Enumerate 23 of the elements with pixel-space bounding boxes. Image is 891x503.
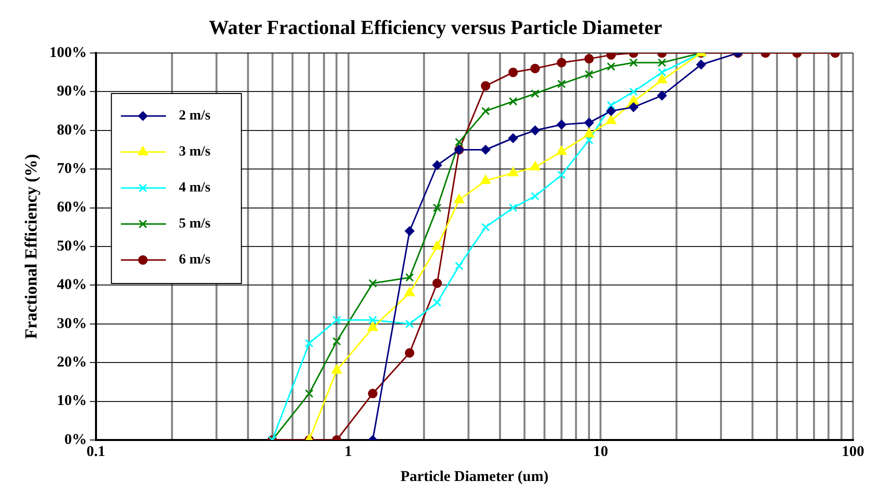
legend-label: 2 m/s <box>178 108 211 124</box>
x-tick-label: 100 <box>842 444 864 460</box>
y-tick-label: 50% <box>56 238 87 254</box>
y-axis-title: Fractional Efficiency (%) <box>22 154 41 340</box>
x-tick-label: 1 <box>344 444 352 460</box>
x-tick-label: 10 <box>593 444 608 460</box>
legend-label: 4 m/s <box>178 180 211 196</box>
legend-label: 6 m/s <box>178 252 211 268</box>
x-tick-label: 0.1 <box>86 444 106 460</box>
y-tick-label: 70% <box>56 160 87 177</box>
x-axis-title: Particle Diameter (um) <box>400 468 548 485</box>
y-tick-label: 0% <box>64 432 87 448</box>
y-tick-label: 90% <box>56 84 87 100</box>
y-tick-label: 80% <box>56 122 87 138</box>
y-tick-label: 100% <box>49 44 87 61</box>
legend-label: 3 m/s <box>178 144 211 160</box>
y-tick-label: 40% <box>56 277 87 294</box>
y-tick-label: 10% <box>56 393 87 410</box>
y-tick-label: 20% <box>56 354 87 370</box>
y-tick-label: 60% <box>56 200 87 216</box>
chart-title: Water Fractional Efficiency versus Particle Diameter <box>208 17 662 40</box>
y-tick-label: 30% <box>56 316 87 332</box>
legend-label: 5 m/s <box>178 216 211 232</box>
